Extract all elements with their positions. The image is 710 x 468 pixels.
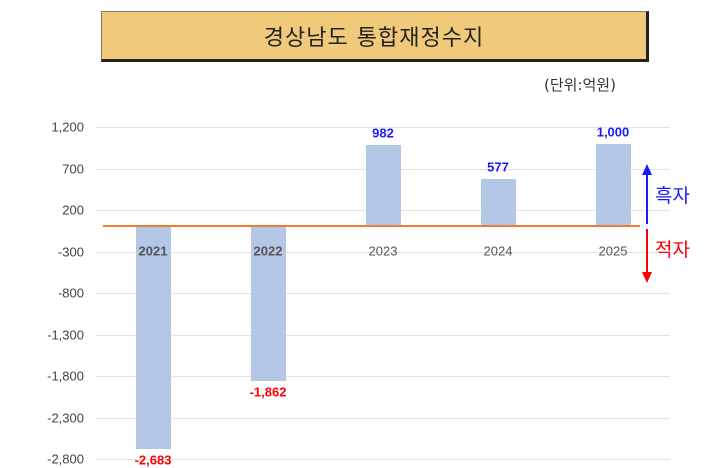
bar-2023 (366, 145, 401, 226)
category-label: 2024 (483, 243, 513, 259)
gridline (96, 459, 670, 460)
zero-baseline (103, 225, 640, 227)
category-label: 2025 (598, 243, 628, 259)
y-tick-label: 200 (62, 202, 84, 218)
gridline (96, 335, 670, 336)
chart-title: 경상남도 통합재정수지 (101, 11, 649, 62)
y-tick-label: -1,800 (47, 368, 84, 384)
bar-2025 (596, 143, 631, 226)
category-label: 2023 (368, 243, 398, 259)
y-tick-label: -1,300 (47, 327, 84, 343)
data-label: 577 (487, 159, 509, 175)
y-tick-label: 1,200 (51, 119, 84, 135)
y-tick-label: -800 (57, 285, 84, 301)
surplus-label: 흑자 (655, 185, 690, 207)
y-tick-label: -2,800 (47, 451, 84, 467)
gridline (96, 376, 670, 377)
category-label: 2021 (138, 243, 168, 259)
data-label: -2,683 (134, 452, 172, 468)
gridline (96, 127, 670, 128)
y-tick-label: -2,300 (47, 410, 84, 426)
bar-2021 (136, 226, 171, 450)
deficit-label: 적자 (655, 239, 690, 261)
y-tick-label: -300 (57, 244, 84, 260)
category-label: 2022 (253, 243, 283, 259)
gridline (96, 418, 670, 419)
unit-label: (단위:억원) (544, 76, 616, 94)
bar-2022 (251, 226, 286, 382)
data-label: 1,000 (596, 124, 630, 140)
gridline (96, 293, 670, 294)
gridline (96, 252, 670, 253)
bar-2024 (481, 178, 516, 226)
y-tick-label: 700 (62, 161, 84, 177)
data-label: 982 (372, 125, 394, 141)
data-label: -1,862 (249, 384, 287, 400)
